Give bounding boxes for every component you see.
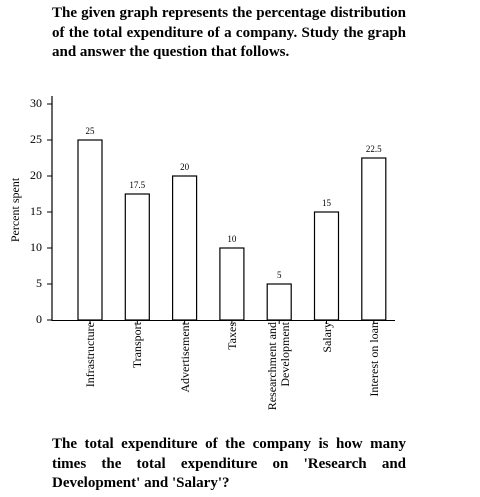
value-label: 17.5 <box>129 180 145 190</box>
y-tick-label: 20 <box>30 168 42 182</box>
bar <box>313 211 340 321</box>
bar <box>77 139 103 321</box>
x-tick-label: Salary <box>319 322 333 353</box>
y-tick-label: 25 <box>30 132 42 146</box>
bar <box>361 157 387 321</box>
y-tick-label: 10 <box>30 240 42 254</box>
value-label: 25 <box>86 126 96 136</box>
bar <box>219 247 245 321</box>
bar <box>266 283 292 321</box>
value-label: 10 <box>227 234 237 244</box>
value-label: 22.5 <box>366 144 382 154</box>
y-tick-label: 30 <box>30 96 42 110</box>
x-tick-label: Taxes <box>224 322 239 350</box>
bar <box>172 175 198 321</box>
y-tick-label: 5 <box>36 276 42 290</box>
bar <box>124 193 150 321</box>
question-intro: The given graph represents the percentag… <box>52 5 406 60</box>
x-tick-label: Infrastructure <box>82 322 97 388</box>
x-tick-label: Transport <box>129 322 144 369</box>
question: The total expenditure of the company is … <box>52 436 406 491</box>
value-label: 15 <box>322 198 332 208</box>
value-label: 20 <box>180 162 190 172</box>
y-tick-label: 0 <box>36 312 42 326</box>
y-tick-label: 15 <box>30 204 42 218</box>
x-tick-label: Interest on loan <box>366 322 381 397</box>
value-label: 5 <box>277 270 282 280</box>
y-axis-label: Percent spent <box>8 177 22 242</box>
x-tick-label: Advertisement <box>177 322 192 393</box>
x-tick-label: Researchment and Development <box>265 322 293 411</box>
